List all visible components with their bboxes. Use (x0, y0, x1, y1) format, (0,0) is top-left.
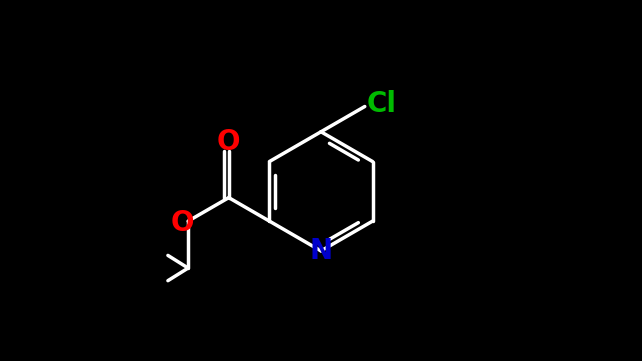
Text: Cl: Cl (367, 90, 397, 118)
Text: O: O (171, 209, 195, 237)
Text: N: N (309, 237, 333, 265)
Text: O: O (217, 128, 241, 156)
